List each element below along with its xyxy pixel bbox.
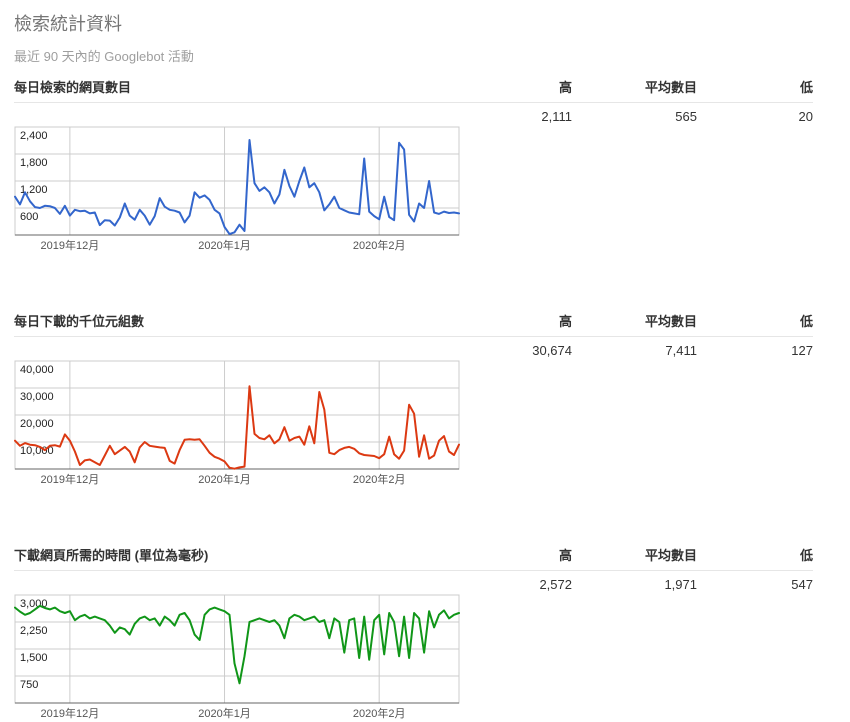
low-value: 127 <box>791 343 813 358</box>
low-value: 20 <box>798 109 813 124</box>
svg-text:1,200: 1,200 <box>20 184 48 196</box>
low-value: 547 <box>791 577 813 592</box>
chart-area: 2019年12月 2020年1月 2020年2月 10,000 20,000 30,000… <box>14 360 813 488</box>
average-value: 1,971 <box>664 577 697 592</box>
chart-title: 每日檢索的網頁數目 <box>14 80 132 95</box>
svg-text:2019年12月: 2019年12月 <box>41 706 100 720</box>
chart-area: 2019年12月 2020年1月 2020年2月 600 1,200 1,800 2,400 <box>14 126 813 254</box>
svg-text:2020年1月: 2020年1月 <box>198 238 251 252</box>
average-header: 平均數目 <box>644 314 697 329</box>
average-header: 平均數目 <box>644 80 697 95</box>
low-header: 低 <box>799 314 813 329</box>
high-header: 高 <box>558 80 572 95</box>
stats-value-row: 2,572 1,971 547 <box>14 571 813 594</box>
stats-header-row: 高 平均數目 低 <box>447 545 813 564</box>
pages-crawled-chart: 2019年12月 2020年1月 2020年2月 600 1,200 1,800 2,400 <box>14 126 460 252</box>
chart-title: 每日下載的千位元組數 <box>14 314 145 329</box>
chart-area: 2019年12月 2020年1月 2020年2月 750 1,500 2,250 3,000 <box>14 594 813 722</box>
svg-text:2020年2月: 2020年2月 <box>353 238 406 252</box>
high-value: 2,111 <box>541 109 572 124</box>
stats-header-row: 高 平均數目 低 <box>447 77 813 96</box>
svg-text:2020年2月: 2020年2月 <box>353 472 406 486</box>
svg-text:30,000: 30,000 <box>20 391 54 403</box>
svg-text:20,000: 20,000 <box>20 418 54 430</box>
page-subtitle: 最近 90 天內的 Googlebot 活動 <box>14 49 194 64</box>
section-header: 下載網頁所需的時間 (單位為毫秒) 高 平均數目 低 <box>14 545 813 571</box>
svg-text:10,000: 10,000 <box>20 445 54 457</box>
svg-text:750: 750 <box>20 679 38 691</box>
stats-header-row: 高 平均數目 低 <box>447 311 813 330</box>
svg-text:2020年1月: 2020年1月 <box>198 706 251 720</box>
average-value: 565 <box>675 109 697 124</box>
svg-text:40,000: 40,000 <box>20 364 54 376</box>
svg-text:2,400: 2,400 <box>20 130 48 142</box>
svg-text:2020年2月: 2020年2月 <box>353 706 406 720</box>
svg-text:2,250: 2,250 <box>20 625 48 637</box>
high-value: 2,572 <box>539 577 572 592</box>
low-header: 低 <box>799 548 813 563</box>
low-header: 低 <box>799 80 813 95</box>
average-header: 平均數目 <box>644 548 697 563</box>
high-value: 30,674 <box>532 343 572 358</box>
svg-text:1,500: 1,500 <box>20 652 48 664</box>
average-value: 7,411 <box>665 343 697 358</box>
section-header: 每日檢索的網頁數目 高 平均數目 低 <box>14 77 813 103</box>
page-title: 檢索統計資料 <box>14 14 122 34</box>
svg-text:2019年12月: 2019年12月 <box>41 238 100 252</box>
section-pages-crawled: 每日檢索的網頁數目 高 平均數目 低 2,111 565 20 2019年12月… <box>14 77 813 254</box>
kilobytes-downloaded-chart: 2019年12月 2020年1月 2020年2月 10,000 20,000 30,000… <box>14 360 460 486</box>
svg-text:2020年1月: 2020年1月 <box>198 472 251 486</box>
svg-text:2019年12月: 2019年12月 <box>41 472 100 486</box>
stats-value-row: 30,674 7,411 127 <box>14 337 813 360</box>
high-header: 高 <box>558 548 572 563</box>
svg-text:600: 600 <box>20 211 38 223</box>
section-kilobytes-downloaded: 每日下載的千位元組數 高 平均數目 低 30,674 7,411 127 201… <box>14 311 813 488</box>
svg-text:1,800: 1,800 <box>20 157 48 169</box>
stats-value-row: 2,111 565 20 <box>14 103 813 126</box>
section-download-time: 下載網頁所需的時間 (單位為毫秒) 高 平均數目 低 2,572 1,971 5… <box>14 545 813 722</box>
high-header: 高 <box>558 314 572 329</box>
section-header: 每日下載的千位元組數 高 平均數目 低 <box>14 311 813 337</box>
chart-title: 下載網頁所需的時間 (單位為毫秒) <box>14 548 209 563</box>
